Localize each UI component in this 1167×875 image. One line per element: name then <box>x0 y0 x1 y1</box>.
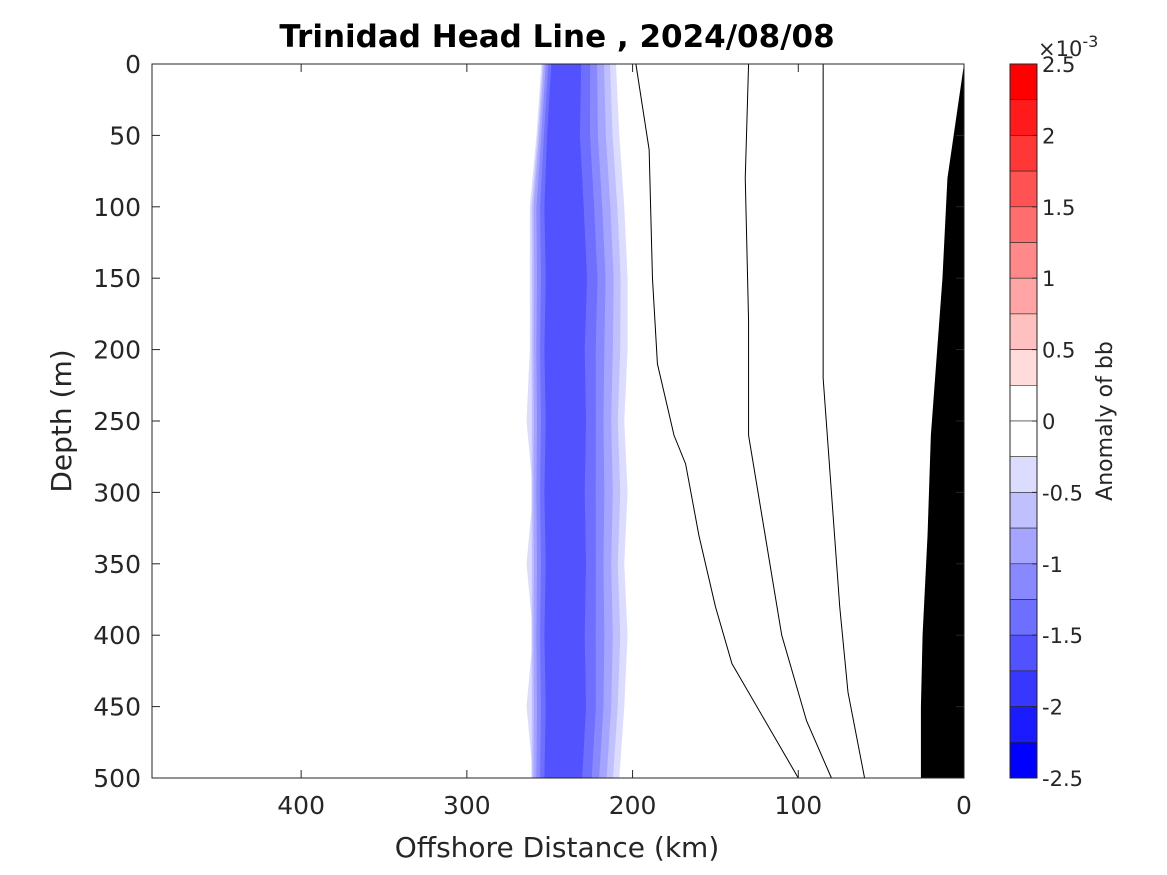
colorbar: 2.5 2 1.5 1 0.5 0 -0.5 -1 -1.5 -2 -2.5 <box>1009 53 1083 791</box>
y-tick-label: 50 <box>109 121 141 150</box>
y-tick-label: 100 <box>93 193 141 222</box>
bathymetry-seafloor <box>920 64 964 778</box>
x-tick-label: 0 <box>956 791 972 820</box>
colorbar-tick-label: 2.5 <box>1042 53 1075 77</box>
colorbar-swatch <box>1009 206 1038 243</box>
colorbar-tick-label: -0.5 <box>1042 481 1083 505</box>
colorbar-tick-label: 1 <box>1042 267 1055 291</box>
x-axis-ticks: 400 300 200 100 0 <box>277 64 972 820</box>
colorbar-tick-label: -1.5 <box>1042 624 1083 648</box>
colorbar-swatch <box>1009 706 1038 743</box>
colorbar-swatch <box>1009 492 1038 529</box>
chart-title: Trinidad Head Line , 2024/08/08 <box>279 19 834 55</box>
x-tick-label: 100 <box>774 791 822 820</box>
colorbar-swatch <box>1009 313 1038 350</box>
colorbar-swatch <box>1009 670 1038 707</box>
zero-contour-line <box>822 64 866 779</box>
colorbar-tick-label: 0.5 <box>1042 339 1075 363</box>
anomaly-band-layer <box>544 64 587 778</box>
y-tick-label: 300 <box>93 478 141 507</box>
colorbar-exponent: ×10-3 <box>1038 32 1098 61</box>
x-tick-label: 300 <box>443 791 491 820</box>
y-axis-ticks: 0 50 100 150 200 250 300 350 400 450 500 <box>93 50 964 793</box>
colorbar-swatch <box>1009 384 1038 422</box>
colorbar-swatch <box>1009 420 1038 458</box>
zero-contour-line <box>635 63 799 779</box>
x-tick-label: 200 <box>609 791 657 820</box>
colorbar-tick-label: 0 <box>1042 410 1055 434</box>
plot-area <box>151 63 965 779</box>
colorbar-swatch <box>1009 242 1038 279</box>
colorbar-swatch <box>1009 527 1038 565</box>
y-axis-label: Depth (m) <box>45 349 78 492</box>
colorbar-swatch <box>1009 63 1038 101</box>
colorbar-tick-label: -1 <box>1042 553 1063 577</box>
y-tick-label: 250 <box>93 407 141 436</box>
y-tick-label: 350 <box>93 550 141 579</box>
colorbar-swatch <box>1009 563 1038 600</box>
y-tick-label: 200 <box>93 336 141 365</box>
colorbar-swatch <box>1009 456 1038 493</box>
y-tick-label: 500 <box>93 764 141 793</box>
colorbar-swatch <box>1009 634 1038 672</box>
y-tick-label: 400 <box>93 621 141 650</box>
x-tick-label: 400 <box>277 791 325 820</box>
colorbar-swatch <box>1009 277 1038 315</box>
y-tick-label: 450 <box>93 693 141 722</box>
colorbar-tick-label: 1.5 <box>1042 196 1075 220</box>
y-tick-label: 150 <box>93 264 141 293</box>
colorbar-swatch <box>1009 741 1038 779</box>
zero-contour-line <box>744 63 832 779</box>
colorbar-label: Anomaly of bb <box>1093 341 1118 501</box>
colorbar-swatch <box>1009 170 1038 208</box>
colorbar-swatch <box>1009 349 1038 386</box>
y-tick-label: 0 <box>125 50 141 79</box>
colorbar-swatch <box>1009 599 1038 636</box>
x-axis-label: Offshore Distance (km) <box>395 831 720 864</box>
colorbar-swatch <box>1009 135 1038 172</box>
colorbar-tick-label: -2 <box>1042 696 1063 720</box>
colorbar-tick-label: 2 <box>1042 124 1055 148</box>
colorbar-tick-label: -2.5 <box>1042 767 1083 791</box>
colorbar-swatch <box>1009 99 1038 136</box>
